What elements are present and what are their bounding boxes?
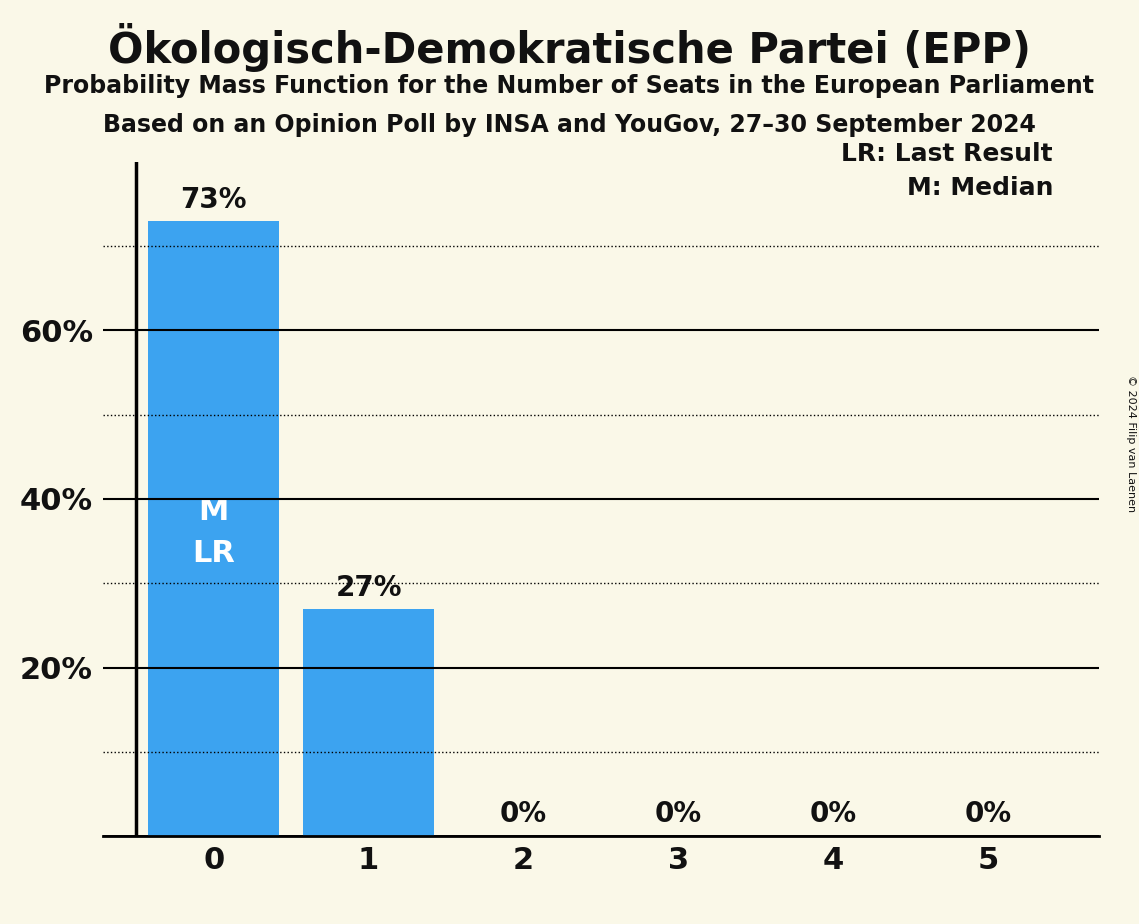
Text: 0%: 0%: [655, 800, 702, 828]
Text: LR: Last Result: LR: Last Result: [842, 142, 1054, 166]
Text: © 2024 Filip van Laenen: © 2024 Filip van Laenen: [1126, 375, 1136, 512]
Text: LR: LR: [192, 540, 235, 568]
Text: 73%: 73%: [180, 186, 247, 214]
Bar: [303, 609, 434, 836]
Bar: [148, 221, 279, 836]
Text: Based on an Opinion Poll by INSA and YouGov, 27–30 September 2024: Based on an Opinion Poll by INSA and You…: [103, 113, 1036, 137]
Text: Ökologisch-Demokratische Partei (EPP): Ökologisch-Demokratische Partei (EPP): [108, 23, 1031, 72]
Text: M: M: [198, 497, 229, 526]
Text: M: Median: M: Median: [907, 176, 1054, 200]
Text: 0%: 0%: [965, 800, 1011, 828]
Text: 27%: 27%: [335, 574, 402, 602]
Text: 0%: 0%: [500, 800, 547, 828]
Text: Probability Mass Function for the Number of Seats in the European Parliament: Probability Mass Function for the Number…: [44, 74, 1095, 98]
Text: 0%: 0%: [810, 800, 857, 828]
